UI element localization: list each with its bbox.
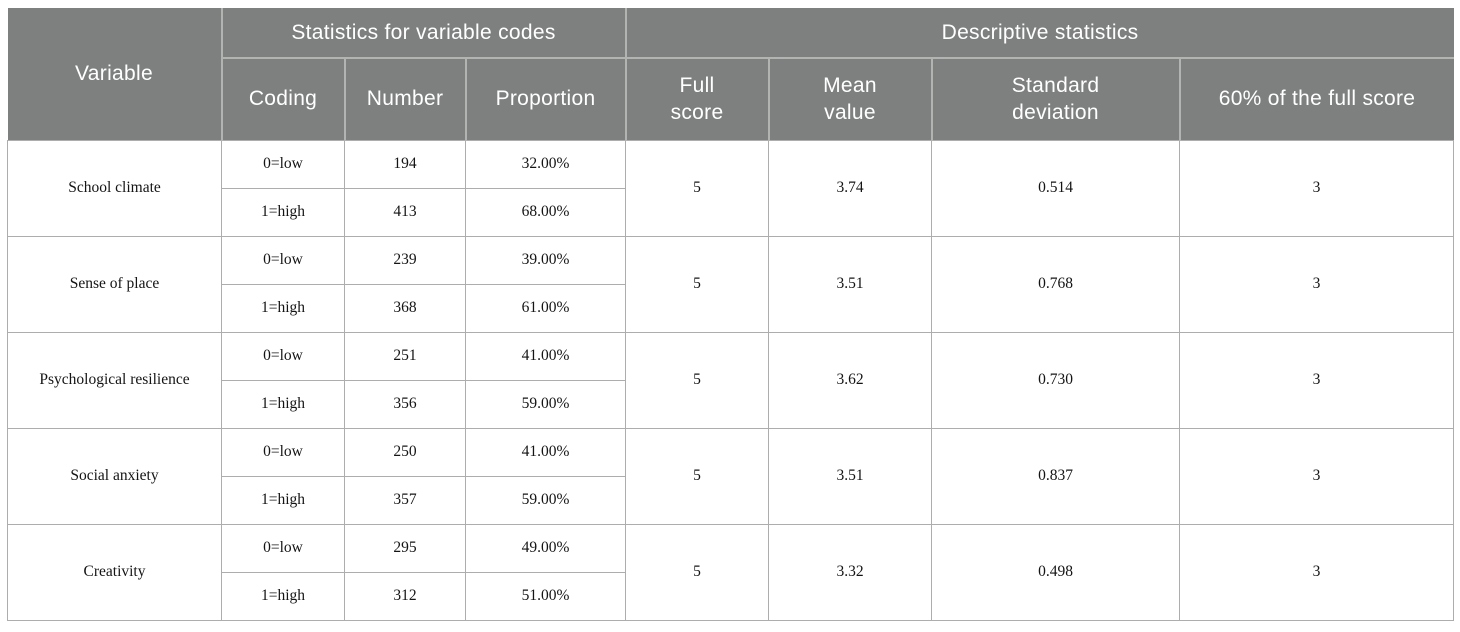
sixty-percent-cell: 3 (1179, 427, 1455, 525)
table-row: Sense of place 0=low 239 39.00% 5 3.51 0… (7, 235, 1455, 333)
table-row: School climate 0=low 194 32.00% 5 3.74 0… (7, 139, 1455, 237)
mean-value-cell: 3.51 (768, 427, 933, 525)
number-cell: 295 (344, 523, 466, 573)
std-deviation-cell: 0.768 (931, 235, 1181, 333)
mean-value-cell: 3.32 (768, 523, 933, 621)
header-coding: Coding (220, 57, 346, 140)
header-proportion: Proportion (464, 57, 627, 140)
number-cell: 250 (344, 427, 466, 477)
full-score-cell: 5 (625, 139, 770, 237)
sixty-percent-cell: 3 (1179, 523, 1455, 621)
coding-cell: 1=high (221, 283, 345, 333)
coding-cell: 0=low (221, 139, 345, 189)
number-cell: 356 (344, 379, 466, 429)
coding-cell: 0=low (221, 331, 345, 381)
coding-cell: 1=high (221, 379, 345, 429)
full-score-cell: 5 (625, 331, 770, 429)
number-cell: 357 (344, 475, 466, 525)
table-row: 1=high 356 59.00% (8, 379, 1454, 429)
header-sixty-percent: 60% of the full score (1178, 57, 1454, 140)
std-deviation-cell: 0.837 (931, 427, 1181, 525)
table-row: 1=high 368 61.00% (8, 283, 1454, 333)
variable-name-cell: Sense of place (7, 235, 222, 333)
proportion-cell: 61.00% (464, 283, 627, 333)
coding-cell: 1=high (221, 475, 345, 525)
mean-value-cell: 3.74 (768, 139, 933, 237)
header-mean-value: Mean value (767, 57, 933, 140)
sixty-percent-cell: 3 (1179, 331, 1455, 429)
proportion-cell: 39.00% (464, 235, 627, 285)
table-row: 1=high 357 59.00% (8, 475, 1454, 525)
sixty-percent-cell: 3 (1179, 139, 1455, 237)
proportion-cell: 68.00% (464, 187, 627, 237)
number-cell: 312 (344, 571, 466, 621)
coding-cell: 1=high (221, 187, 345, 237)
proportion-cell: 59.00% (464, 379, 627, 429)
std-deviation-cell: 0.498 (931, 523, 1181, 621)
coding-cell: 0=low (221, 427, 345, 477)
coding-cell: 0=low (221, 235, 345, 285)
mean-value-cell: 3.62 (768, 331, 933, 429)
variable-name-cell: Creativity (7, 523, 222, 621)
number-cell: 413 (344, 187, 466, 237)
full-score-cell: 5 (625, 235, 770, 333)
number-cell: 368 (344, 283, 466, 333)
sixty-percent-cell: 3 (1179, 235, 1455, 333)
proportion-cell: 49.00% (464, 523, 627, 573)
header-group-variable-codes: Statistics for variable codes (220, 8, 627, 59)
variable-name-cell: School climate (7, 139, 222, 237)
coding-cell: 1=high (221, 571, 345, 621)
table-row: Social anxiety 0=low 250 41.00% 5 3.51 0… (7, 427, 1455, 525)
proportion-cell: 41.00% (464, 427, 627, 477)
header-number: Number (343, 57, 467, 140)
header-standard-deviation: Standard deviation (930, 57, 1181, 140)
variable-name-cell: Social anxiety (7, 427, 222, 525)
variable-name-cell: Psychological resilience (7, 331, 222, 429)
number-cell: 251 (344, 331, 466, 381)
header-full-score: Full score (624, 57, 770, 140)
full-score-cell: 5 (625, 427, 770, 525)
proportion-cell: 41.00% (464, 331, 627, 381)
std-deviation-cell: 0.514 (931, 139, 1181, 237)
coding-cell: 0=low (221, 523, 345, 573)
statistics-table: Variable Statistics for variable codes D… (7, 8, 1455, 621)
table-row: Psychological resilience 0=low 251 41.00… (7, 331, 1455, 429)
table-row: 1=high 413 68.00% (8, 187, 1454, 237)
mean-value-cell: 3.51 (768, 235, 933, 333)
table-row: 1=high 312 51.00% (8, 571, 1454, 621)
proportion-cell: 59.00% (464, 475, 627, 525)
header-variable: Variable (7, 8, 223, 140)
header-group-descriptive: Descriptive statistics (624, 8, 1454, 59)
std-deviation-cell: 0.730 (931, 331, 1181, 429)
table-row: Creativity 0=low 295 49.00% 5 3.32 0.498… (7, 523, 1455, 621)
full-score-cell: 5 (625, 523, 770, 621)
number-cell: 239 (344, 235, 466, 285)
proportion-cell: 51.00% (464, 571, 627, 621)
number-cell: 194 (344, 139, 466, 189)
proportion-cell: 32.00% (464, 139, 627, 189)
